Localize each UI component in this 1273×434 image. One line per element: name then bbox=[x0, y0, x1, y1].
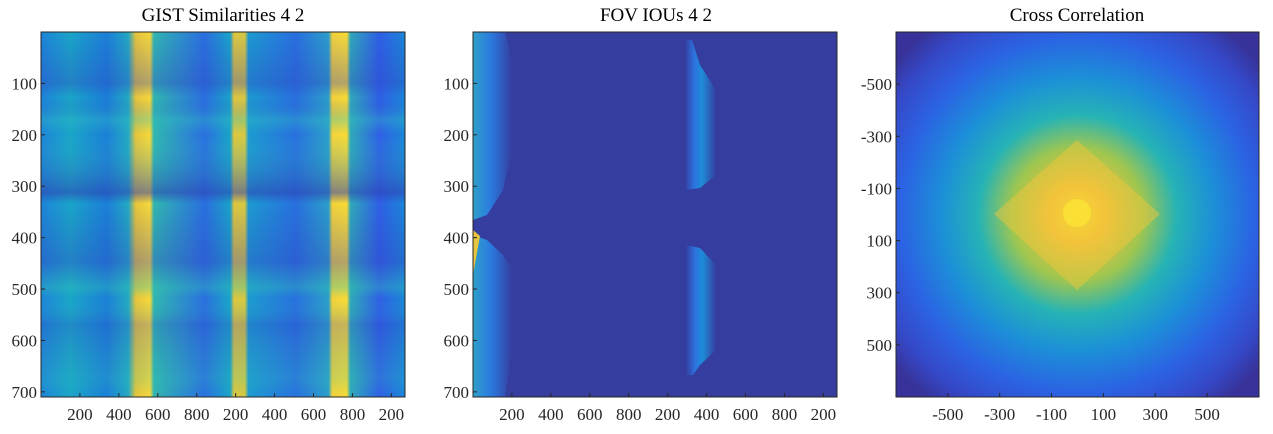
tick-label: -300 bbox=[861, 127, 892, 146]
tick-label: 300 bbox=[1143, 405, 1169, 424]
tick-label: -500 bbox=[861, 75, 892, 94]
heatmap-image bbox=[473, 32, 837, 397]
tick-label: 100 bbox=[444, 74, 470, 93]
tick-label: 200 bbox=[444, 126, 470, 145]
tick-label: 100 bbox=[12, 74, 38, 93]
tick-label: 200 bbox=[811, 405, 837, 424]
panel-fov: FOV IOUs 4 2 100 200 300 400 500 600 700 200 40… bbox=[444, 5, 838, 424]
x-ticks: 200 400 600 800 200 400 600 800 200 bbox=[67, 393, 404, 424]
tick-label: 500 bbox=[444, 280, 470, 299]
tick-label: 400 bbox=[12, 229, 38, 248]
panel-cross-correlation: Cross Correlation -500-300-100100300500 … bbox=[861, 5, 1260, 424]
tick-label: 400 bbox=[538, 405, 564, 424]
tick-label: 200 bbox=[379, 405, 405, 424]
tick-label: 500 bbox=[867, 336, 893, 355]
tick-label: 400 bbox=[444, 229, 470, 248]
panel-title: Cross Correlation bbox=[1010, 5, 1145, 26]
tick-label: 600 bbox=[577, 405, 603, 424]
tick-label: 600 bbox=[12, 331, 38, 350]
tick-label: 200 bbox=[67, 405, 93, 424]
panel-title: FOV IOUs 4 2 bbox=[600, 5, 712, 26]
tick-label: 800 bbox=[340, 405, 366, 424]
x-ticks: -500 -300 -100 100 300 500 bbox=[932, 393, 1220, 424]
tick-label: 800 bbox=[772, 405, 798, 424]
peak bbox=[1063, 199, 1091, 227]
bright-region bbox=[473, 32, 512, 220]
tick-label: 300 bbox=[867, 284, 893, 303]
bright-region bbox=[686, 245, 716, 375]
tick-label: 600 bbox=[444, 331, 470, 350]
tick-label: 700 bbox=[12, 383, 38, 402]
tick-label: 400 bbox=[106, 405, 132, 424]
tick-label: 300 bbox=[12, 177, 38, 196]
tick-label: 300 bbox=[444, 177, 470, 196]
tick-label: -100 bbox=[861, 179, 892, 198]
bright-region bbox=[685, 40, 716, 190]
panel-gist: GIST Similarities 4 2 100 200 300 400 500 600… bbox=[12, 5, 406, 424]
panel-title: GIST Similarities 4 2 bbox=[142, 5, 305, 26]
tick-label: 500 bbox=[12, 280, 38, 299]
tick-label: 500 bbox=[1194, 405, 1220, 424]
tick-label: 100 bbox=[1091, 405, 1117, 424]
tick-label: -100 bbox=[1036, 405, 1067, 424]
tick-label: 200 bbox=[223, 405, 249, 424]
tick-label: 400 bbox=[694, 405, 720, 424]
tick-label: 800 bbox=[616, 405, 642, 424]
plot-frame bbox=[40, 31, 406, 398]
plot-frame bbox=[472, 31, 838, 398]
heatmap-bands bbox=[41, 32, 405, 397]
tick-label: -300 bbox=[984, 405, 1015, 424]
y-ticks: 100 200 300 400 500 600 700 bbox=[12, 74, 45, 402]
tick-label: 600 bbox=[301, 405, 327, 424]
bright-spot bbox=[473, 230, 480, 275]
plot-frame bbox=[895, 31, 1260, 398]
tick-label: 600 bbox=[733, 405, 759, 424]
y-ticks: 100 200 300 400 500 600 700 bbox=[444, 74, 477, 402]
tick-label: 200 bbox=[12, 126, 38, 145]
bright-region bbox=[473, 235, 512, 397]
tick-label: 600 bbox=[145, 405, 171, 424]
tick-label: 100 bbox=[867, 232, 893, 251]
tick-label: 200 bbox=[655, 405, 681, 424]
tick-label: 800 bbox=[184, 405, 210, 424]
y-ticks: -500 -300 -100 100 300 500 bbox=[861, 75, 900, 355]
tick-label: -500 bbox=[932, 405, 963, 424]
tick-label: 200 bbox=[499, 405, 525, 424]
tick-label: 700 bbox=[444, 383, 470, 402]
x-ticks: 200 400 600 800 200 400 600 800 200 bbox=[499, 393, 836, 424]
tick-label: 400 bbox=[262, 405, 288, 424]
